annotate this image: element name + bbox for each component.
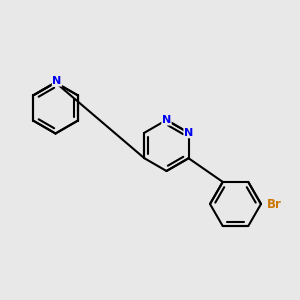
Text: N: N [52,76,62,86]
Text: N: N [184,128,193,138]
Text: N: N [162,115,171,125]
Text: Br: Br [266,197,281,211]
